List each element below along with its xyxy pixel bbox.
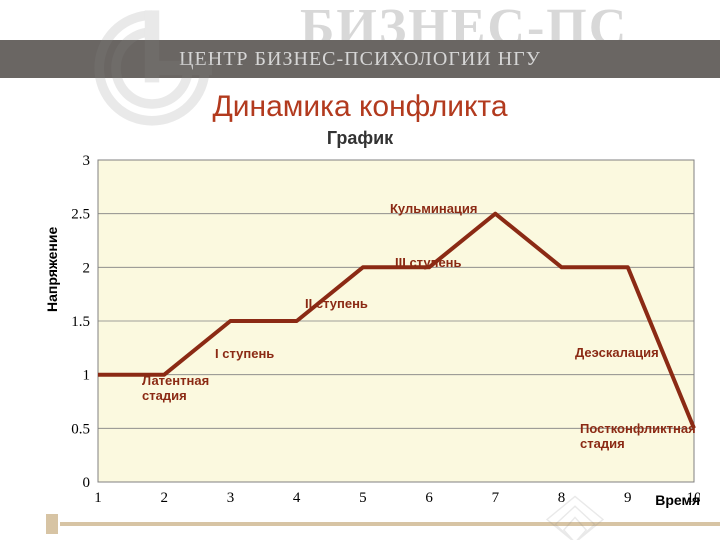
footer-logo-watermark bbox=[540, 488, 610, 540]
svg-text:2: 2 bbox=[83, 260, 91, 276]
chart-subtitle: График bbox=[0, 128, 720, 149]
footer-accent-block bbox=[46, 514, 58, 534]
chart-annotation: Постконфликтнаястадия bbox=[580, 422, 696, 452]
line-chart: 00.511.522.53 12345678910 bbox=[50, 152, 700, 512]
svg-text:1.5: 1.5 bbox=[71, 314, 90, 330]
svg-text:2: 2 bbox=[160, 490, 168, 506]
svg-text:3: 3 bbox=[227, 490, 235, 506]
svg-text:0.5: 0.5 bbox=[71, 421, 90, 437]
svg-text:0: 0 bbox=[83, 475, 91, 491]
svg-text:2.5: 2.5 bbox=[71, 207, 90, 223]
chart-annotation: I ступень bbox=[215, 347, 274, 362]
svg-text:1: 1 bbox=[94, 490, 102, 506]
svg-text:7: 7 bbox=[492, 490, 500, 506]
svg-text:1: 1 bbox=[83, 368, 91, 384]
svg-text:10: 10 bbox=[687, 490, 701, 506]
svg-text:5: 5 bbox=[359, 490, 367, 506]
chart-annotation: III ступень bbox=[395, 256, 462, 271]
footer-accent-bar bbox=[60, 522, 720, 526]
org-logo bbox=[92, 8, 212, 128]
chart-annotation: II ступень bbox=[305, 297, 368, 312]
chart-annotation: Кульминация bbox=[390, 202, 478, 217]
chart-annotation: Латентнаястадия bbox=[142, 374, 209, 404]
svg-text:4: 4 bbox=[293, 490, 301, 506]
chart-annotation: Деэскалация bbox=[575, 346, 659, 361]
svg-text:9: 9 bbox=[624, 490, 632, 506]
svg-text:6: 6 bbox=[425, 490, 433, 506]
chart-area: Напряжение Время 00.511.522.53 123456789… bbox=[50, 152, 700, 512]
svg-text:3: 3 bbox=[83, 153, 91, 169]
